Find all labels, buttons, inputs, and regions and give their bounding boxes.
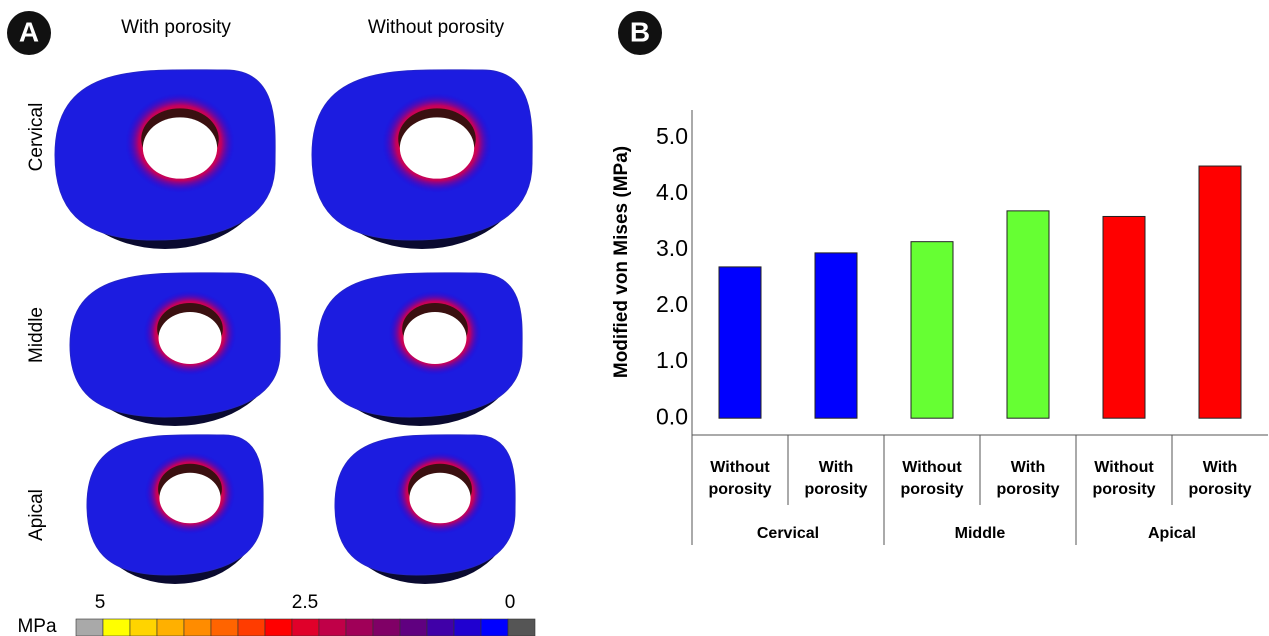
column-title: Without porosity [368,17,505,38]
colorbar-cell [481,619,508,636]
x-tick-label: Without porosity [887,457,977,501]
colorbar-tick-label: 0 [505,592,516,613]
colorbar-cell [373,619,400,636]
colorbar-cell [400,619,427,636]
group-label: Apical [1148,525,1196,542]
figure: A B With porosity Without porosity Cervi… [0,0,1269,636]
bar [911,242,953,419]
y-tick-label: 2.0 [656,291,688,317]
colorbar-tick-label: 2.5 [292,592,318,613]
column-title: With porosity [121,17,231,38]
bar [1007,211,1049,418]
bar [1199,166,1241,418]
y-tick-label: 1.0 [656,347,688,373]
colorbar-tick-label: 5 [95,592,106,613]
x-tick-label: Without porosity [695,457,785,501]
row-title: Middle [26,307,47,363]
colorbar-cell [346,619,373,636]
canal [159,312,222,364]
bar [1103,216,1145,418]
group-label: Middle [955,525,1006,542]
x-tick-label: With porosity [1175,457,1265,501]
colorbar-cell [292,619,319,636]
colorbar-cell [265,619,292,636]
y-tick-label: 4.0 [656,179,688,205]
figure-canvas: A B With porosity Without porosity Cervi… [0,0,1269,636]
colorbar-cell [184,619,211,636]
canal [400,117,474,178]
panel-label: B [630,16,650,47]
row-title: Apical [26,489,47,541]
colorbar-unit: MPa [17,616,57,636]
x-tick-label: With porosity [791,457,881,501]
x-tick-label: With porosity [983,457,1073,501]
colorbar-cell [238,619,265,636]
colorbar-cell [103,619,130,636]
row-title: Cervical [26,103,47,172]
colorbar-cell [427,619,454,636]
colorbar-cell [508,619,535,636]
colorbar-cell [130,619,157,636]
group-label: Cervical [757,525,819,542]
canal [409,473,470,524]
canal [143,117,217,178]
y-axis-label: Modified von Mises (MPa) [611,146,632,378]
y-tick-label: 0.0 [656,403,688,429]
colorbar-cell [454,619,481,636]
colorbar-cell [211,619,238,636]
bar [719,267,761,418]
colorbar-cell [157,619,184,636]
bar [815,253,857,418]
colorbar-cell [76,619,103,636]
canal [404,312,467,364]
y-tick-label: 5.0 [656,123,688,149]
y-tick-label: 3.0 [656,235,688,261]
panel-label: A [19,16,39,47]
x-tick-label: Without porosity [1079,457,1169,501]
canal [159,473,220,524]
colorbar-cell [319,619,346,636]
